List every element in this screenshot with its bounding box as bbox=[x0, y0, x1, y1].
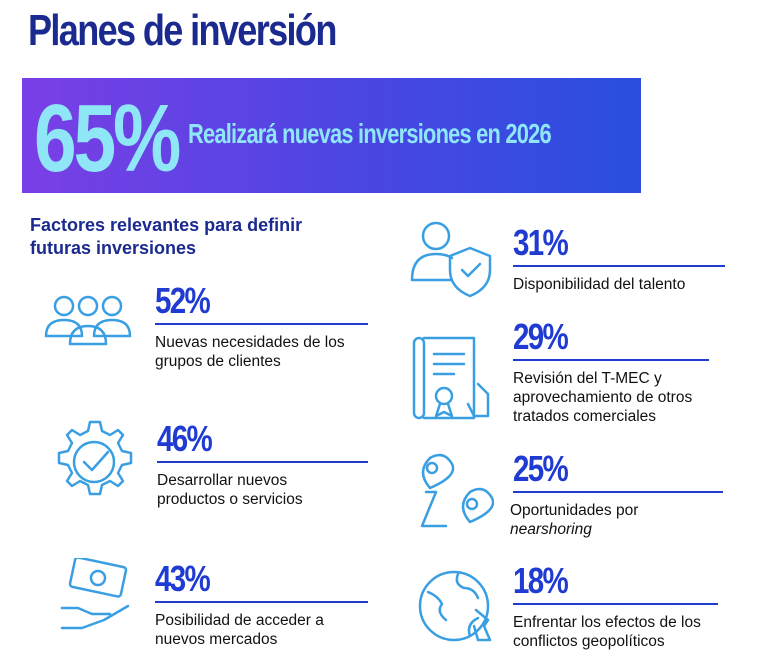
icon-globe bbox=[418, 570, 492, 642]
factor: 43% Posibilidad de acceder a nuevos merc… bbox=[155, 558, 368, 649]
factor-value: 18% bbox=[513, 560, 569, 601]
banner: 65% Realizará nuevas inversiones en 2026 bbox=[22, 78, 641, 193]
factor: 31% Disponibilidad del talento bbox=[513, 222, 725, 294]
factor: 25% Oportunidades por nearshoring bbox=[510, 448, 723, 539]
factor: 18% Enfrentar los efectos de los conflic… bbox=[513, 560, 718, 651]
factor-value: 29% bbox=[513, 316, 569, 357]
factor-label-text: Oportunidades por bbox=[510, 502, 639, 519]
factor-label: Posibilidad de acceder a nuevos mercados bbox=[155, 612, 324, 648]
factor-value: 52% bbox=[155, 280, 211, 321]
rule bbox=[155, 601, 368, 603]
rule bbox=[155, 323, 368, 325]
rule bbox=[513, 265, 725, 267]
factor-label: Nuevas necesidades de los grupos de clie… bbox=[155, 334, 345, 370]
factor: 52% Nuevas necesidades de los grupos de … bbox=[155, 280, 368, 371]
icon-locations bbox=[420, 453, 494, 528]
icon-person-shield bbox=[410, 221, 492, 298]
factor-value: 31% bbox=[513, 222, 569, 263]
rule bbox=[513, 491, 723, 493]
factor-label: Revisión del T-MEC y aprovechamiento de … bbox=[513, 370, 693, 425]
icon-document bbox=[412, 336, 490, 420]
banner-text: Realizará nuevas inversiones en 2026 bbox=[188, 118, 552, 149]
banner-value: 65% bbox=[34, 85, 181, 192]
icon-gear-check bbox=[57, 420, 133, 496]
factor-label: Oportunidades por nearshoring bbox=[510, 501, 723, 539]
rule bbox=[513, 359, 709, 361]
factor-label: Desarrollar nuevos productos o servicios bbox=[157, 472, 303, 508]
section-title: Factores relevantes para definir futuras… bbox=[30, 215, 303, 258]
factor: 29% Revisión del T-MEC y aprovechamiento… bbox=[513, 316, 709, 426]
rule bbox=[513, 603, 718, 605]
title: Planes de inversión bbox=[28, 6, 337, 55]
icon-money-hand bbox=[60, 558, 130, 630]
factor-value: 25% bbox=[513, 448, 569, 489]
factor-label: Enfrentar los efectos de los conflictos … bbox=[513, 614, 701, 650]
icon-people bbox=[44, 295, 132, 346]
rule bbox=[157, 461, 368, 463]
factor-label: Disponibilidad del talento bbox=[513, 276, 686, 293]
factor-value: 46% bbox=[157, 418, 213, 459]
factor: 46% Desarrollar nuevos productos o servi… bbox=[157, 418, 368, 509]
factor-label-italic: nearshoring bbox=[510, 521, 592, 538]
factor-value: 43% bbox=[155, 558, 211, 599]
